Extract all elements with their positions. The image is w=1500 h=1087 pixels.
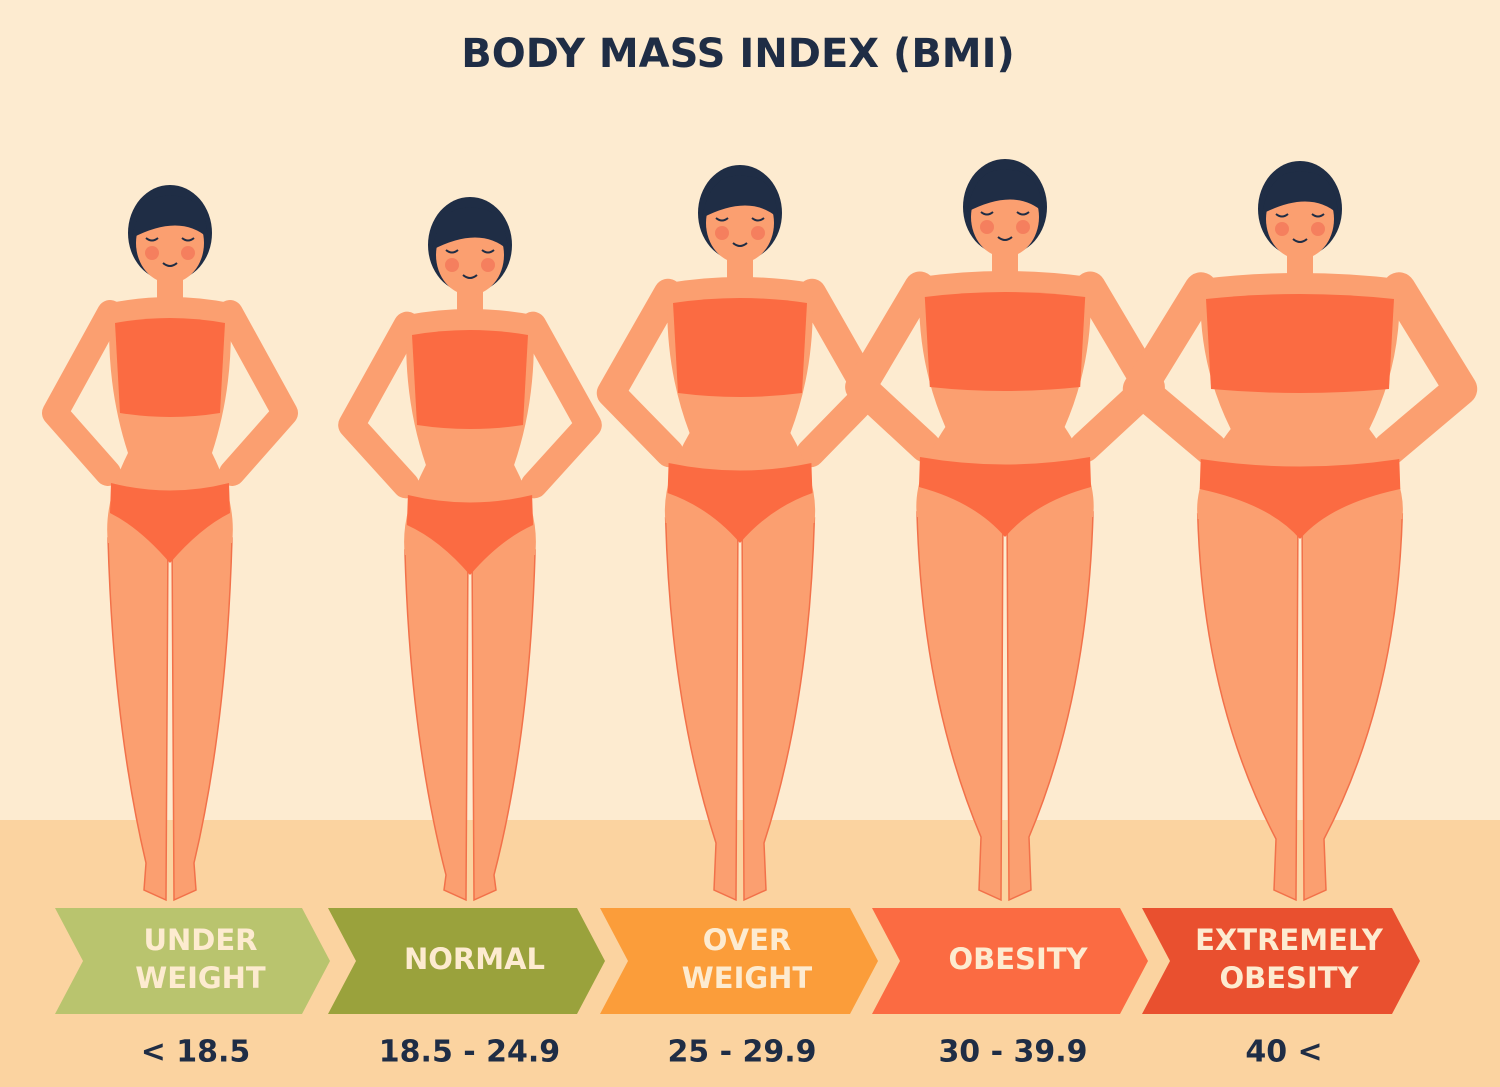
- cheek: [980, 220, 994, 234]
- briefs: [918, 457, 1092, 537]
- mouth: [997, 236, 1013, 241]
- bmi-range: 18.5 - 24.9: [379, 1035, 560, 1070]
- category-label: OBESITY: [1219, 961, 1359, 995]
- top: [412, 330, 528, 429]
- category-label: OVER: [703, 923, 791, 957]
- bmi-range: 25 - 29.9: [667, 1035, 816, 1070]
- leg: [741, 512, 816, 902]
- arm: [338, 311, 421, 499]
- fringe: [1262, 171, 1338, 214]
- category-arrow: [328, 908, 605, 1014]
- eye: [445, 249, 459, 254]
- mouth: [162, 262, 178, 267]
- top: [924, 292, 1086, 391]
- bmi-range: 40 <: [1245, 1035, 1322, 1070]
- eye: [1275, 213, 1289, 218]
- figures: [42, 159, 1478, 902]
- arm: [1372, 272, 1478, 466]
- fringe: [132, 195, 208, 238]
- top: [115, 318, 225, 417]
- title: BODY MASS INDEX (BMI): [461, 31, 1015, 77]
- cheek: [145, 246, 159, 260]
- cheek: [715, 226, 729, 240]
- person: [338, 197, 602, 902]
- fringe: [702, 175, 778, 218]
- leg: [404, 544, 469, 902]
- eye: [481, 249, 495, 254]
- arm: [1122, 272, 1228, 466]
- arm: [519, 311, 602, 499]
- fringe: [967, 169, 1043, 212]
- eye: [980, 211, 994, 216]
- mouth: [732, 242, 748, 247]
- category-arrow: [872, 908, 1148, 1014]
- person: [596, 165, 884, 902]
- category-label: WEIGHT: [135, 961, 266, 995]
- eye: [715, 217, 729, 222]
- top: [1206, 294, 1394, 393]
- bmi-range: < 18.5: [141, 1035, 251, 1070]
- leg: [664, 512, 739, 902]
- person: [42, 185, 298, 902]
- cheek: [1275, 222, 1289, 236]
- leg: [171, 532, 233, 902]
- cheek: [751, 226, 765, 240]
- cheek: [1016, 220, 1030, 234]
- category-label: NORMAL: [404, 942, 545, 976]
- leg: [1301, 508, 1404, 902]
- eye: [1016, 211, 1030, 216]
- arm: [42, 300, 123, 486]
- category-arrow: [1142, 908, 1420, 1014]
- cheek: [1311, 222, 1325, 236]
- fringe: [432, 207, 508, 250]
- cheek: [181, 246, 195, 260]
- leg: [1006, 506, 1094, 902]
- categories: UNDER WEIGHT < 18.5 NORMAL 18.5 - 24.9 OVER WE…: [55, 908, 1420, 1070]
- briefs: [110, 483, 230, 563]
- arm: [596, 278, 684, 468]
- bmi-range: 30 - 39.9: [938, 1035, 1087, 1070]
- leg: [471, 544, 536, 902]
- person: [1122, 161, 1478, 902]
- category-label: OBESITY: [948, 942, 1088, 976]
- mouth: [1292, 238, 1308, 243]
- arm: [845, 271, 941, 463]
- arm: [217, 300, 298, 486]
- category-label: UNDER: [143, 923, 257, 957]
- cheek: [445, 258, 459, 272]
- briefs: [1199, 459, 1401, 539]
- eye: [181, 237, 195, 242]
- mouth: [462, 274, 478, 279]
- briefs: [667, 463, 813, 543]
- eye: [145, 237, 159, 242]
- category-label: WEIGHT: [682, 961, 813, 995]
- category-arrow: [600, 908, 878, 1014]
- top: [673, 298, 807, 397]
- eye: [751, 217, 765, 222]
- category-arrow: [55, 908, 330, 1014]
- leg: [107, 532, 169, 902]
- eye: [1311, 213, 1325, 218]
- cheek: [481, 258, 495, 272]
- category-label: EXTREMELY: [1195, 923, 1384, 957]
- briefs: [406, 495, 534, 575]
- leg: [916, 506, 1004, 902]
- leg: [1196, 508, 1299, 902]
